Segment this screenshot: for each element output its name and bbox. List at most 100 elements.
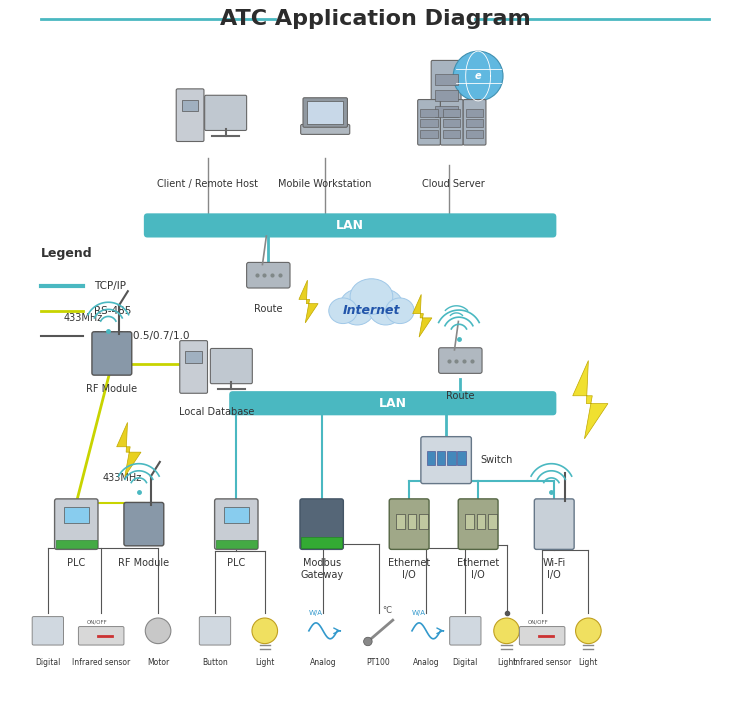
Circle shape <box>364 637 372 645</box>
Text: PLC: PLC <box>68 558 86 568</box>
Text: ON/OFF: ON/OFF <box>528 620 549 625</box>
Text: Modbus
Gateway: Modbus Gateway <box>300 558 344 580</box>
Text: RF Module: RF Module <box>118 558 170 568</box>
Circle shape <box>146 618 171 643</box>
FancyBboxPatch shape <box>180 341 208 393</box>
FancyBboxPatch shape <box>466 119 483 127</box>
FancyBboxPatch shape <box>440 99 464 145</box>
Text: Motor: Motor <box>147 658 170 667</box>
FancyBboxPatch shape <box>443 119 460 127</box>
FancyBboxPatch shape <box>520 627 565 645</box>
Text: Switch: Switch <box>480 455 513 465</box>
Text: ON/OFF: ON/OFF <box>87 620 108 625</box>
FancyBboxPatch shape <box>434 74 457 85</box>
Text: Local Database: Local Database <box>179 407 255 417</box>
Polygon shape <box>117 423 141 476</box>
Text: RVV 2* 0.5/0.7/1.0: RVV 2* 0.5/0.7/1.0 <box>94 331 190 341</box>
FancyBboxPatch shape <box>216 540 256 548</box>
Ellipse shape <box>368 289 404 325</box>
Text: Analog: Analog <box>413 658 440 667</box>
FancyBboxPatch shape <box>421 119 438 127</box>
Text: W/A: W/A <box>412 610 426 616</box>
Text: Infrared sensor: Infrared sensor <box>513 658 572 667</box>
FancyBboxPatch shape <box>389 499 429 549</box>
Text: Infrared sensor: Infrared sensor <box>72 658 130 667</box>
Text: Light: Light <box>579 658 598 667</box>
Text: ATC Application Diagram: ATC Application Diagram <box>220 9 530 29</box>
FancyBboxPatch shape <box>210 348 252 383</box>
Text: Button: Button <box>202 658 228 667</box>
Text: °C: °C <box>382 606 392 615</box>
Text: Light: Light <box>497 658 516 667</box>
Text: RF Module: RF Module <box>86 384 137 394</box>
Text: LAN: LAN <box>336 219 364 232</box>
Text: Route: Route <box>254 304 283 314</box>
FancyBboxPatch shape <box>443 109 460 116</box>
FancyBboxPatch shape <box>421 109 438 116</box>
FancyBboxPatch shape <box>534 499 574 549</box>
Text: Wi-Fi
I/O: Wi-Fi I/O <box>542 558 566 580</box>
Circle shape <box>575 618 602 643</box>
FancyBboxPatch shape <box>205 95 247 131</box>
Text: Mobile Workstation: Mobile Workstation <box>278 179 372 189</box>
Text: Cloud Server: Cloud Server <box>422 179 484 189</box>
FancyBboxPatch shape <box>230 391 556 416</box>
Text: Ethernet
I/O: Ethernet I/O <box>388 558 430 580</box>
FancyBboxPatch shape <box>185 351 202 363</box>
Text: Route: Route <box>446 391 475 401</box>
FancyBboxPatch shape <box>224 507 249 523</box>
FancyBboxPatch shape <box>396 514 404 530</box>
FancyBboxPatch shape <box>458 499 498 549</box>
FancyBboxPatch shape <box>55 499 98 549</box>
FancyBboxPatch shape <box>307 101 344 124</box>
FancyBboxPatch shape <box>477 514 485 530</box>
Text: Digital: Digital <box>453 658 478 667</box>
Circle shape <box>453 51 503 101</box>
Text: Digital: Digital <box>35 658 61 667</box>
FancyBboxPatch shape <box>419 514 428 530</box>
Polygon shape <box>573 361 608 439</box>
FancyBboxPatch shape <box>458 451 466 465</box>
FancyBboxPatch shape <box>466 109 483 116</box>
Polygon shape <box>299 280 318 323</box>
Text: RS-485: RS-485 <box>94 306 131 316</box>
Ellipse shape <box>350 278 393 314</box>
FancyBboxPatch shape <box>301 124 350 134</box>
Ellipse shape <box>386 298 414 323</box>
FancyBboxPatch shape <box>92 332 132 375</box>
Ellipse shape <box>340 289 375 325</box>
Text: 433MHz: 433MHz <box>64 313 103 323</box>
FancyBboxPatch shape <box>421 437 471 483</box>
FancyBboxPatch shape <box>447 451 455 465</box>
FancyBboxPatch shape <box>488 514 497 530</box>
FancyBboxPatch shape <box>200 617 230 645</box>
FancyBboxPatch shape <box>418 99 440 145</box>
Text: Ethernet
I/O: Ethernet I/O <box>457 558 500 580</box>
FancyBboxPatch shape <box>466 130 483 138</box>
FancyBboxPatch shape <box>79 627 124 645</box>
Text: TCP/IP: TCP/IP <box>94 281 126 291</box>
Text: Legend: Legend <box>40 248 92 261</box>
Text: W/A: W/A <box>309 610 322 616</box>
FancyBboxPatch shape <box>427 451 435 465</box>
Text: PT100: PT100 <box>367 658 391 667</box>
Ellipse shape <box>328 298 357 323</box>
FancyBboxPatch shape <box>443 130 460 138</box>
Text: Light: Light <box>255 658 274 667</box>
FancyBboxPatch shape <box>302 538 342 548</box>
FancyBboxPatch shape <box>437 451 446 465</box>
FancyBboxPatch shape <box>300 499 344 549</box>
FancyBboxPatch shape <box>124 503 164 545</box>
FancyBboxPatch shape <box>32 617 64 645</box>
FancyBboxPatch shape <box>464 99 486 145</box>
Circle shape <box>252 618 278 643</box>
Text: 433MHz: 433MHz <box>103 473 142 483</box>
Polygon shape <box>413 294 432 337</box>
FancyBboxPatch shape <box>431 61 461 127</box>
FancyBboxPatch shape <box>56 540 97 548</box>
FancyBboxPatch shape <box>434 106 457 117</box>
Text: Internet: Internet <box>343 304 400 317</box>
Text: Analog: Analog <box>310 658 337 667</box>
Text: e: e <box>475 71 482 81</box>
Text: LAN: LAN <box>379 397 406 410</box>
